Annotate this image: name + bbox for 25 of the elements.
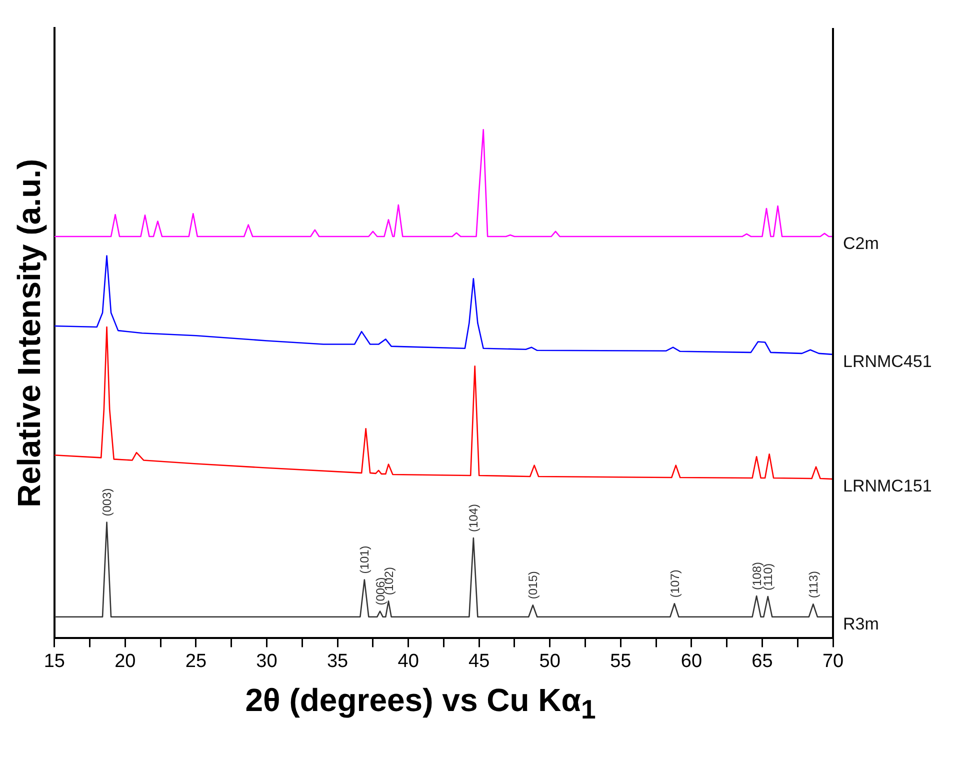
x-tick-label: 50 bbox=[539, 650, 560, 672]
x-tick-label: 65 bbox=[752, 650, 773, 672]
annotation: (107) bbox=[668, 570, 682, 598]
series-label: C2m bbox=[843, 234, 879, 254]
x-tick-label: 55 bbox=[610, 650, 632, 672]
annotation: (104) bbox=[466, 504, 481, 532]
series-label: LRNMC151 bbox=[843, 476, 932, 496]
x-tick-label: 40 bbox=[398, 650, 419, 672]
x-axis-title: 2θ (degrees) vs Cu Kα$_{1}$ bbox=[244, 682, 597, 726]
x-tick-label: 30 bbox=[256, 650, 278, 672]
annotation: (101) bbox=[358, 546, 372, 574]
series-label: R3m bbox=[843, 614, 879, 634]
x-tick-label: 60 bbox=[680, 650, 702, 672]
x-tick-label: 20 bbox=[114, 650, 136, 672]
x-tick-label: 35 bbox=[326, 650, 348, 672]
series-label: LRNMC451 bbox=[843, 352, 932, 372]
annotation: (108) bbox=[750, 562, 764, 590]
x-tick-label: 15 bbox=[44, 650, 65, 672]
annotation: (003) bbox=[100, 488, 114, 516]
annotation: (015) bbox=[526, 571, 540, 600]
x-tick-label: 25 bbox=[185, 650, 207, 672]
y-axis-title: Relative Intensity (a.u.) bbox=[11, 158, 48, 508]
annotation: (113) bbox=[806, 571, 820, 598]
x-tick-label: 70 bbox=[822, 650, 844, 672]
x-tick-label: 45 bbox=[468, 650, 490, 672]
